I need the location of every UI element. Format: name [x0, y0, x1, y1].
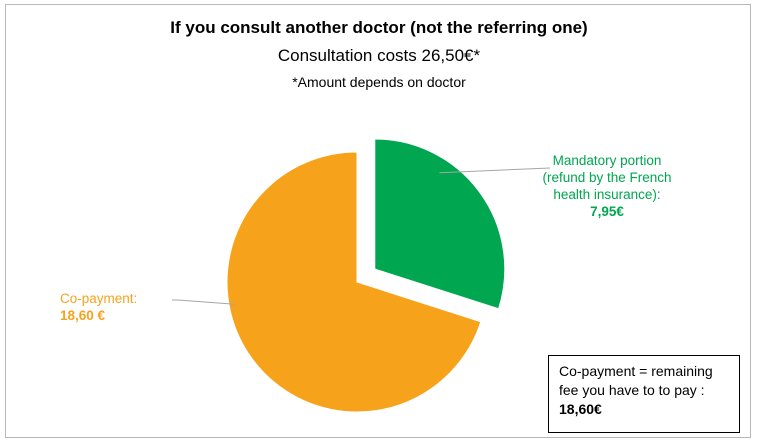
leader-line-mandatory [439, 167, 551, 174]
copayment-note-text: Co-payment = remaining fee you have to t… [559, 363, 713, 398]
data-label-copayment-name: Co-payment: [60, 291, 138, 306]
leader-line-copayment [172, 299, 236, 305]
data-label-mandatory: Mandatory portion (refund by the French … [540, 152, 674, 220]
copayment-note-amount: 18,60€ [559, 401, 602, 417]
pie-slice-copayment [226, 151, 482, 413]
data-label-copayment: Co-payment: 18,60 € [60, 290, 170, 324]
data-label-copayment-value: 18,60 € [60, 308, 106, 323]
data-label-mandatory-value: 7,95€ [590, 204, 624, 219]
chart-title: If you consult another doctor (not the r… [170, 18, 588, 37]
copayment-note-box: Co-payment = remaining fee you have to t… [548, 355, 740, 433]
data-label-mandatory-name: Mandatory portion (refund by the French … [542, 153, 672, 202]
pie-slice-mandatory [374, 138, 506, 310]
chart-subtitle: Consultation costs 26,50€* [277, 46, 481, 65]
chart-footnote: *Amount depends on doctor [292, 74, 466, 90]
